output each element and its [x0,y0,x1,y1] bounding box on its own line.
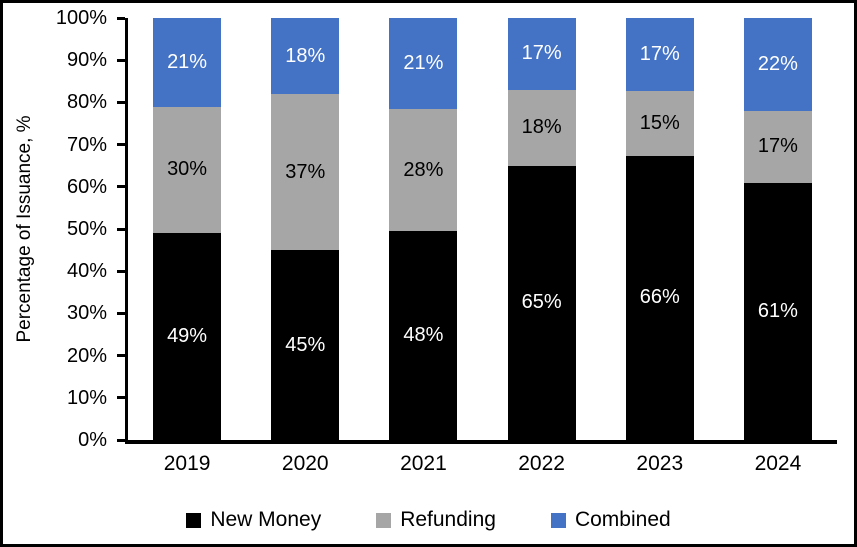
x-tick-label-2024: 2024 [754,452,802,475]
bar-segment-label: 28% [403,158,444,181]
x-tick-label-2019: 2019 [163,452,211,475]
bar-segment-label: 37% [285,160,326,183]
bar-segment-new-money: 61% [743,182,812,440]
bar-column-2022: 65% 18% 17% [483,18,601,440]
y-tick-mark [117,185,125,189]
bar-segment-label: 15% [639,112,680,134]
bar-column-2020: 45% 37% 18% [246,18,364,440]
bar-segment-label: 65% [521,291,562,314]
y-tick-mark [117,354,125,358]
bar-segment-label: 61% [757,299,798,322]
bar-segment-label: 48% [403,324,444,347]
bar-segment-new-money: 45% [271,250,340,440]
y-tick-mark [117,16,125,20]
bar-segment-new-money: 65% [507,165,576,440]
bar-segment-label: 21% [403,52,444,75]
legend-label: Refunding [400,508,496,531]
y-tick-label: 70% [66,133,107,156]
legend-label: New Money [210,508,322,531]
y-tick-mark [117,396,125,400]
bar-stack: 65% 18% 17% [507,18,576,440]
bar-stack: 61% 17% 22% [743,18,812,440]
bar-segment-combined: 17% [507,18,576,90]
y-tick-label: 40% [66,260,107,283]
plot-area: 49% 30% 21% 45% 37% 18% 48% 28% 21% 65% 18% 17% 66% 1… [117,16,837,444]
bar-segment-combined: 21% [389,18,458,110]
legend-marker-icon [186,512,202,528]
bar-column-2019: 49% 30% 21% [128,18,246,440]
legend-item-combined: Combined [550,508,671,532]
legend-marker-icon [376,512,392,528]
x-axis-labels: 2019 2020 2021 2022 2023 2024 [128,452,837,476]
bar-stack: 45% 37% 18% [271,18,340,440]
y-tick-label: 10% [66,386,107,409]
y-tick-label: 30% [66,302,107,325]
y-tick-mark [117,438,125,442]
y-tick-label: 0% [78,429,107,451]
y-tick-mark [117,227,125,231]
bar-segment-label: 17% [521,42,562,65]
bar-segment-refunding: 15% [625,91,694,156]
bar-segment-label: 45% [285,333,326,356]
bar-segment-label: 22% [757,52,798,75]
bar-segment-label: 17% [639,43,680,66]
y-tick-mark [117,143,125,147]
bar-segment-label: 66% [639,286,680,309]
y-tick-label: 50% [66,218,107,240]
bar-column-2023: 66% 15% 17% [601,18,719,440]
y-tick-mark [117,269,125,273]
x-tick-label-2022: 2022 [518,452,565,475]
legend-item-refunding: Refunding [376,508,496,532]
bar-segment-label: 18% [521,116,562,139]
bar-segment-new-money: 49% [153,233,222,440]
legend-marker-icon [550,512,566,528]
bar-segment-label: 18% [285,44,326,67]
bar-segment-combined: 18% [271,18,340,94]
y-tick-label: 80% [66,91,107,114]
y-tick-mark [117,311,125,315]
bar-segment-label: 49% [167,325,208,348]
y-tick-label: 100% [55,7,107,29]
legend-item-new-money: New Money [186,508,321,532]
bar-stack: 49% 30% 21% [153,18,222,440]
bar-segment-refunding: 28% [389,109,458,232]
bar-column-2024: 61% 17% 22% [719,18,837,440]
legend-label: Combined [574,508,671,531]
bar-stack: 48% 28% 21% [389,18,458,440]
bar-segment-refunding: 18% [507,89,576,166]
x-tick-label-2021: 2021 [400,452,447,475]
bar-segment-new-money: 66% [625,155,694,440]
bar-segment-refunding: 37% [271,93,340,251]
x-tick-label-2023: 2023 [636,452,684,475]
bar-segment-combined: 17% [625,18,694,92]
y-tick-label: 20% [66,344,107,367]
bar-segment-label: 17% [757,135,798,158]
bar-segment-refunding: 30% [153,106,222,234]
y-tick-mark [117,100,125,104]
y-tick-label: 60% [66,175,107,198]
bar-segment-refunding: 17% [743,110,812,183]
y-tick-mark [117,58,125,62]
legend: New Money Refunding Combined [3,508,854,532]
bar-stack: 66% 15% 17% [625,18,694,440]
y-tick-label: 90% [66,49,107,72]
x-tick-label-2020: 2020 [281,452,329,475]
bar-segment-combined: 21% [153,18,222,107]
bar-column-2021: 48% 28% 21% [364,18,482,440]
bars-row: 49% 30% 21% 45% 37% 18% 48% 28% 21% 65% 18% 17% 66% 1… [128,18,837,440]
bar-segment-combined: 22% [743,18,812,111]
bar-segment-label: 30% [167,158,208,181]
bar-segment-label: 21% [167,50,208,73]
bar-segment-new-money: 48% [389,231,458,440]
